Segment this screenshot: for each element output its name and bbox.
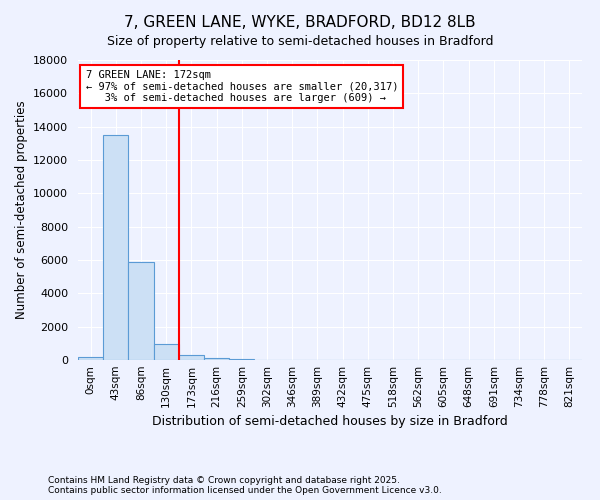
Bar (128, 262, 154, 360)
Bar (154, 344, 179, 360)
Bar (78, 356, 103, 360)
Text: 7 GREEN LANE: 172sqm
← 97% of semi-detached houses are smaller (20,317)
   3% of: 7 GREEN LANE: 172sqm ← 97% of semi-detac… (86, 70, 398, 103)
Bar (229, 358, 254, 360)
Bar (179, 355, 204, 360)
Text: 7, GREEN LANE, WYKE, BRADFORD, BD12 8LB: 7, GREEN LANE, WYKE, BRADFORD, BD12 8LB (124, 15, 476, 30)
Y-axis label: Number of semi-detached properties: Number of semi-detached properties (14, 100, 28, 320)
Bar (103, 135, 128, 360)
X-axis label: Distribution of semi-detached houses by size in Bradford: Distribution of semi-detached houses by … (152, 416, 508, 428)
Text: Contains HM Land Registry data © Crown copyright and database right 2025.
Contai: Contains HM Land Registry data © Crown c… (48, 476, 442, 495)
Bar (204, 358, 229, 360)
Text: Size of property relative to semi-detached houses in Bradford: Size of property relative to semi-detach… (107, 35, 493, 48)
